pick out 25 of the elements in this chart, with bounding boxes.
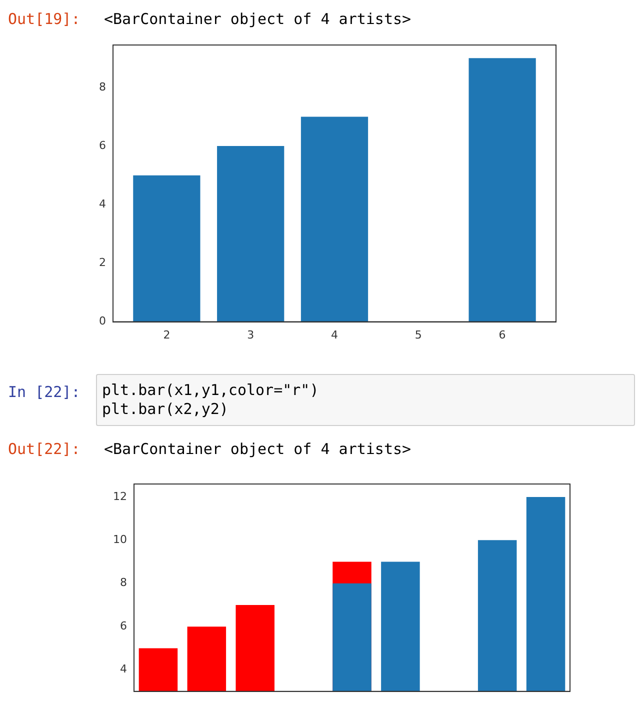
x-tick-label: 4 [331, 328, 338, 342]
text: <BarContainer object of 4 artists> [104, 10, 412, 28]
text: <BarContainer object of 4 artists> [104, 440, 412, 458]
y-tick-label: 6 [120, 619, 127, 632]
text: Out[19]: [8, 10, 80, 28]
x-tick-label: 2 [163, 328, 170, 342]
y-tick-label: 4 [120, 662, 127, 676]
y-tick-label: 10 [112, 533, 127, 546]
bar [217, 146, 284, 322]
x-tick-label: 5 [414, 328, 422, 342]
bar [133, 175, 200, 322]
y-tick-label: 8 [120, 576, 127, 590]
bar [300, 116, 368, 322]
y-tick-label: 0 [99, 314, 106, 328]
x-tick-label: 3 [247, 328, 254, 342]
text: Out[22]: [8, 440, 80, 458]
y-tick-label: 4 [99, 197, 106, 210]
y-tick-label: 8 [99, 80, 106, 94]
text: plt.bar(x1,y1,color="r") plt.bar(x2,y2) [96, 374, 635, 426]
x-tick-label: 6 [498, 328, 506, 342]
y-tick-label: 2 [99, 256, 106, 270]
bar [468, 58, 536, 322]
text: In [22]: [8, 383, 80, 401]
y-tick-label: 6 [99, 138, 106, 152]
y-tick-label: 12 [112, 490, 127, 503]
